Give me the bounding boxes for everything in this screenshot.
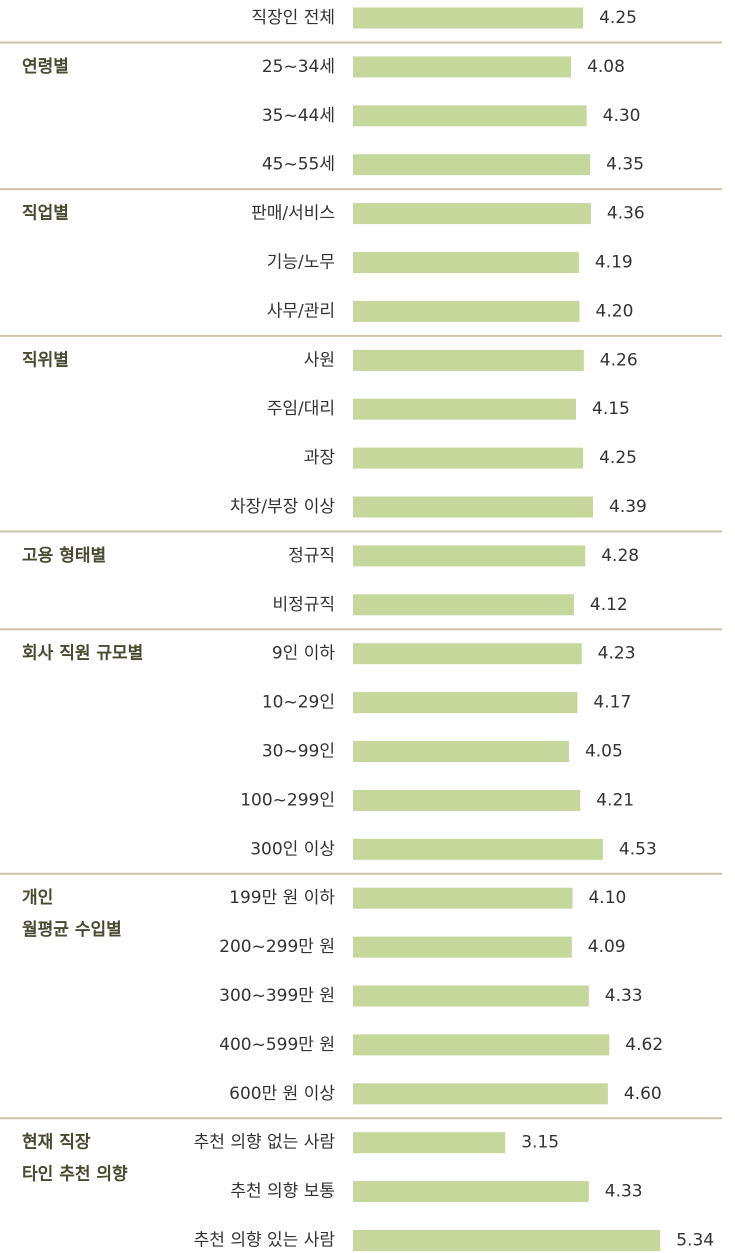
bar [353, 349, 584, 371]
category-label: 비정규직 [272, 595, 335, 615]
value-label: 4.09 [588, 937, 626, 957]
bar [353, 789, 581, 811]
value-label: 4.20 [596, 301, 634, 321]
group-label: 고용 형태별 [22, 545, 106, 566]
group-label: 타인 추천 의향 [22, 1164, 128, 1185]
category-label: 과장 [304, 448, 336, 468]
value-label: 4.26 [600, 350, 638, 370]
category-label: 기능/노무 [267, 253, 335, 273]
category-label: 25~34세 [262, 57, 335, 77]
value-label: 4.10 [588, 888, 626, 908]
group-label: 월평균 수입별 [22, 920, 122, 940]
group-label: 연령별 [22, 56, 69, 77]
bar [353, 594, 574, 616]
bar [353, 1230, 661, 1251]
category-label: 199만 원 이하 [229, 888, 335, 908]
category-label: 100~299인 [240, 790, 335, 810]
bar [353, 252, 579, 273]
group-label: 회사 직원 규모별 [22, 644, 143, 664]
category-label: 추천 의향 없는 사람 [194, 1133, 336, 1153]
category-label: 200~299만 원 [219, 937, 335, 957]
category-label: 300인 이상 [250, 839, 335, 859]
category-label: 직장인 전체 [251, 8, 335, 28]
value-label: 4.25 [599, 448, 637, 468]
value-label: 4.25 [599, 8, 637, 28]
bar [353, 56, 572, 78]
bar [353, 838, 603, 860]
value-label: 4.39 [609, 497, 647, 517]
value-label: 4.33 [605, 1182, 643, 1202]
bar [353, 1083, 608, 1105]
category-label: 9인 이하 [272, 644, 335, 664]
value-label: 3.15 [521, 1133, 559, 1153]
value-label: 4.15 [592, 399, 630, 419]
bar [353, 398, 577, 420]
value-label: 4.33 [605, 986, 643, 1006]
category-label: 사원 [304, 350, 335, 370]
value-label: 4.08 [587, 57, 625, 77]
group-label: 직위별 [22, 350, 69, 370]
group-label: 직업별 [22, 204, 69, 224]
bar [353, 545, 586, 567]
bar [353, 7, 584, 29]
bar [353, 936, 572, 958]
bar [353, 447, 584, 469]
category-label: 300~399만 원 [219, 986, 335, 1006]
category-label: 10~29인 [262, 693, 335, 713]
category-label: 45~55세 [262, 155, 335, 175]
value-label: 4.28 [601, 546, 639, 566]
group-label: 개인 [22, 888, 53, 908]
value-label: 4.19 [595, 253, 633, 273]
category-label: 차장/부장 이상 [230, 497, 335, 517]
value-label: 4.21 [596, 790, 634, 810]
value-label: 5.34 [676, 1231, 714, 1251]
bar [353, 496, 594, 518]
category-label: 주임/대리 [267, 399, 335, 419]
bar [353, 692, 578, 714]
category-label: 판매/서비스 [251, 204, 335, 224]
category-label: 추천 의향 있는 사람 [194, 1231, 336, 1251]
category-label: 추천 의향 보통 [230, 1182, 335, 1202]
bar [353, 1034, 610, 1056]
value-label: 4.60 [624, 1084, 662, 1104]
value-label: 4.17 [593, 693, 631, 713]
category-label: 사무/관리 [267, 301, 335, 321]
bar [353, 203, 591, 225]
bar [353, 887, 573, 909]
group-label: 현재 직장 [22, 1133, 91, 1153]
category-label: 400~599만 원 [219, 1035, 335, 1055]
value-label: 4.53 [619, 839, 657, 859]
bar [353, 1181, 589, 1203]
value-label: 4.23 [598, 644, 636, 664]
bar [353, 105, 587, 127]
category-label: 600만 원 이상 [229, 1084, 335, 1104]
bar [353, 154, 591, 176]
bar [353, 985, 589, 1007]
bar [353, 643, 582, 665]
value-label: 4.36 [607, 204, 645, 224]
value-label: 4.30 [603, 106, 641, 126]
category-label: 30~99인 [262, 742, 335, 762]
value-label: 4.12 [590, 595, 628, 615]
bar [353, 741, 569, 762]
value-label: 4.35 [606, 155, 644, 175]
bar [353, 1132, 506, 1154]
bar [353, 300, 580, 322]
category-label: 35~44세 [262, 106, 335, 126]
value-label: 4.05 [585, 742, 623, 762]
category-label: 정규직 [288, 546, 335, 566]
value-label: 4.62 [625, 1035, 663, 1055]
